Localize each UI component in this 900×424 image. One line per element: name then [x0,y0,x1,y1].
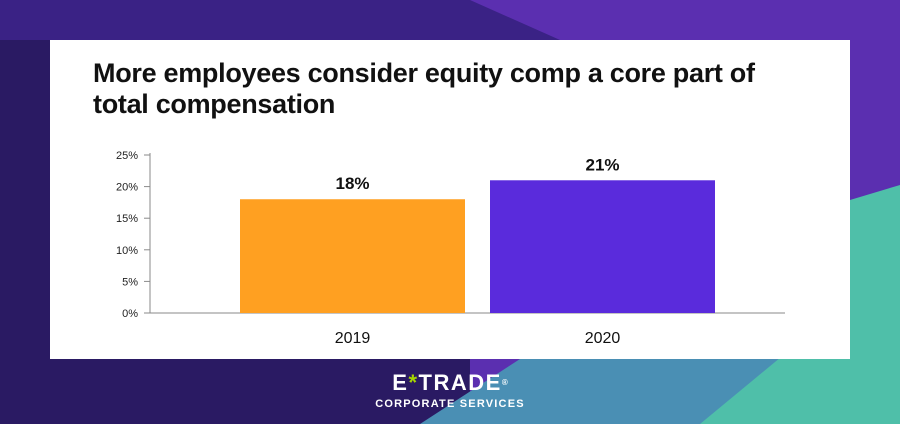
y-tick-label: 0% [122,308,138,320]
y-tick-label: 20% [116,182,138,194]
y-tick-label: 10% [116,245,138,257]
y-tick-label: 5% [122,276,138,288]
y-tick-label: 15% [116,213,138,225]
chart-title: More employees consider equity comp a co… [93,58,755,119]
bar-2019 [240,199,465,313]
x-tick-label: 2020 [585,330,621,347]
brand-wordmark: E*TRADE® [360,372,540,394]
chart-card: More employees consider equity comp a co… [50,40,850,359]
x-tick-label: 2019 [335,330,371,347]
brand-tagline: CORPORATE SERVICES [375,398,525,410]
bar-2020 [490,180,715,313]
data-label: 21% [585,155,619,174]
y-tick-label: 25% [116,150,138,162]
brand-letter-e: E [392,370,409,395]
trademark-symbol: ® [501,378,508,387]
etrade-logo: E*TRADE® CORPORATE SERVICES [360,372,540,411]
brand-star-icon: * [408,370,419,395]
bar-chart: 0% 5% 10% 15% 20% 25% 18% 2019 21% 2020 [116,150,785,347]
brand-letters-trade: TRADE [418,370,502,395]
data-label: 18% [335,174,369,193]
